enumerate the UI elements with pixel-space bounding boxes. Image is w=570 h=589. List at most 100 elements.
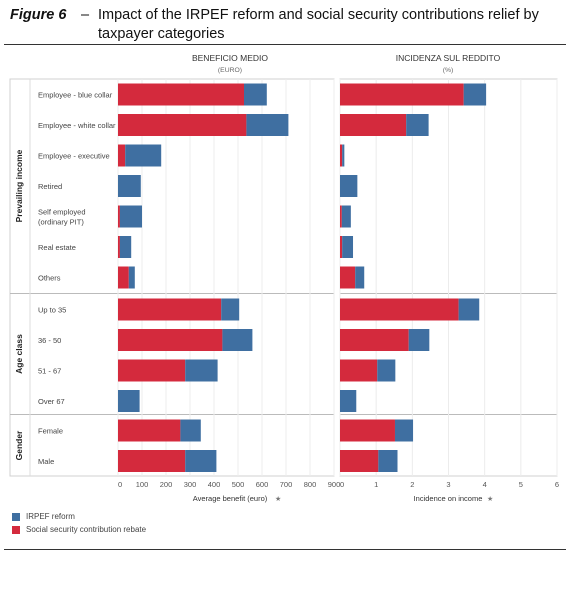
legend-swatch-irpef: [12, 512, 20, 521]
incidenza-sul-reddito-bar-irpef-male: [378, 450, 398, 472]
incidenza-sul-reddito-tick-label: 6: [555, 480, 559, 489]
legend: IRPEF reform Social security contributio…: [12, 510, 146, 536]
incidenza-sul-reddito-bar-social-female: [340, 419, 395, 442]
beneficio-medio-bar-irpef-employee-white-collar: [246, 114, 289, 136]
incidenza-sul-reddito-bar-social-real-estate: [340, 236, 343, 258]
figure-label: Figure 6: [10, 7, 67, 23]
beneficio-medio-bar-social-employee-white-collar: [118, 114, 247, 136]
incidenza-sul-reddito-bar-irpef-up-to-35: [458, 298, 480, 321]
incidenza-sul-reddito-bar-social-employee-executive: [340, 144, 343, 167]
incidenza-sul-reddito-bar-irpef-retired: [340, 175, 358, 197]
incidenza-sul-reddito-bar-social-employee-blue-collar: [340, 83, 464, 106]
beneficio-medio-bar-social-self-employed-ordinary-pit: [118, 205, 120, 228]
category-label-up-to-35: Up to 35: [38, 306, 66, 315]
category-label-employee-blue-collar: Employee - blue collar: [38, 91, 113, 100]
incidenza-sul-reddito-tick-label: 0: [340, 480, 344, 489]
incidenza-sul-reddito-bar-social-others: [340, 266, 356, 289]
incidenza-sul-reddito-bar-irpef-female: [394, 419, 414, 442]
category-label-sub-self-employed-ordinary-pit: (ordinary PIT): [38, 218, 84, 227]
category-label-female: Female: [38, 427, 63, 436]
incidenza-sul-reddito-pin-icon: ★: [487, 495, 493, 503]
beneficio-medio-bar-social-female: [118, 419, 181, 442]
beneficio-medio-bar-social-others: [118, 266, 129, 289]
beneficio-medio-bar-social-employee-executive: [118, 144, 126, 167]
beneficio-medio-bar-irpef-employee-executive: [125, 144, 162, 167]
beneficio-medio-tick-label: 700: [280, 480, 293, 489]
incidenza-sul-reddito-bar-irpef-real-estate: [342, 236, 354, 258]
beneficio-medio-tick-label: 300: [184, 480, 197, 489]
figure-title: Figure 6– Impact of the IRPEF reform and …: [10, 6, 562, 44]
beneficio-medio-bar-irpef-self-employed-ordinary-pit: [119, 205, 142, 228]
category-label-retired: Retired: [38, 182, 62, 191]
beneficio-medio-tick-label: 0: [118, 480, 122, 489]
category-label-male: Male: [38, 457, 54, 466]
beneficio-medio-bar-irpef-51-67: [185, 359, 218, 382]
incidenza-sul-reddito-bar-irpef-employee-executive: [342, 144, 345, 167]
incidenza-sul-reddito-bar-irpef-over-67: [340, 390, 357, 412]
category-label-employee-executive: Employee - executive: [38, 152, 110, 161]
incidenza-sul-reddito-bar-irpef-36-50: [408, 329, 430, 351]
beneficio-medio-tick-label: 100: [136, 480, 149, 489]
legend-label-irpef: IRPEF reform: [26, 512, 75, 521]
incidenza-sul-reddito-subtitle: (%): [443, 67, 454, 74]
beneficio-medio-bar-irpef-retired: [118, 175, 141, 197]
beneficio-medio-tick-label: 400: [208, 480, 221, 489]
incidenza-sul-reddito-bar-social-male: [340, 450, 379, 472]
incidenza-sul-reddito-bar-irpef-employee-blue-collar: [463, 83, 487, 106]
category-label-others: Others: [38, 274, 61, 283]
beneficio-medio-pin-icon: ★: [275, 495, 281, 503]
group-label-prevailing-income: Prevailing income: [14, 149, 24, 222]
category-label-51-67: 51 - 67: [38, 367, 61, 376]
beneficio-medio-tick-label: 500: [232, 480, 245, 489]
beneficio-medio-tick-label: 200: [160, 480, 173, 489]
group-label-age-class: Age class: [14, 334, 24, 374]
incidenza-sul-reddito-bar-irpef-self-employed-ordinary-pit: [341, 205, 351, 228]
incidenza-sul-reddito-axis-label: Incidence on income: [414, 494, 483, 503]
incidenza-sul-reddito-title: INCIDENZA SUL REDDITO: [396, 53, 501, 63]
chart-canvas: Prevailing income Age class Gender Employee…: [9, 53, 559, 503]
legend-label-social: Social security contribution rebate: [26, 525, 147, 534]
incidenza-sul-reddito-tick-label: 4: [483, 480, 487, 489]
beneficio-medio-bar-irpef-36-50: [222, 329, 253, 351]
beneficio-medio-title: BENEFICIO MEDIO: [192, 53, 268, 63]
bottom-rule: [4, 549, 566, 550]
beneficio-medio-bar-social-up-to-35: [118, 298, 222, 321]
incidenza-sul-reddito-bar-social-up-to-35: [340, 298, 459, 321]
beneficio-medio-subtitle: (EURO): [218, 67, 242, 74]
category-label-real-estate: Real estate: [38, 243, 76, 252]
beneficio-medio-bar-social-real-estate: [118, 236, 120, 258]
incidenza-sul-reddito-bar-social-36-50: [340, 329, 409, 351]
category-label-36-50: 36 - 50: [38, 336, 61, 345]
top-rule: [4, 44, 566, 45]
incidenza-sul-reddito-tick-label: 3: [446, 480, 450, 489]
incidenza-sul-reddito-bar-social-employee-white-collar: [340, 114, 407, 136]
incidenza-sul-reddito-tick-label: 5: [519, 480, 523, 489]
beneficio-medio-bar-irpef-real-estate: [119, 236, 132, 258]
beneficio-medio-bar-irpef-up-to-35: [221, 298, 240, 321]
category-label-self-employed-ordinary-pit: Self employed: [38, 208, 86, 217]
incidenza-sul-reddito-bar-social-51-67: [340, 359, 378, 382]
beneficio-medio-bar-social-employee-blue-collar: [118, 83, 244, 106]
incidenza-sul-reddito-tick-label: 1: [374, 480, 378, 489]
beneficio-medio-tick-label: 900: [328, 480, 341, 489]
beneficio-medio-tick-label: 600: [256, 480, 269, 489]
beneficio-medio-bar-irpef-employee-blue-collar: [244, 83, 267, 106]
legend-swatch-social: [12, 525, 20, 534]
figure-title-line2: taxpayer categories: [98, 26, 225, 42]
beneficio-medio-bar-irpef-over-67: [118, 390, 140, 412]
legend-item-irpef: IRPEF reform: [12, 510, 146, 523]
beneficio-medio-bar-social-male: [118, 450, 186, 472]
figure-title-line1: Impact of the IRPEF reform and social se…: [98, 7, 539, 23]
incidenza-sul-reddito-bar-irpef-employee-white-collar: [406, 114, 429, 136]
beneficio-medio-axis-label: Average benefit (euro): [193, 494, 268, 503]
incidenza-sul-reddito-bar-irpef-51-67: [377, 359, 396, 382]
group-label-gender: Gender: [14, 430, 24, 460]
category-label-over-67: Over 67: [38, 397, 65, 406]
incidenza-sul-reddito-bar-irpef-others: [355, 266, 365, 289]
legend-item-social: Social security contribution rebate: [12, 523, 146, 536]
beneficio-medio-bar-social-36-50: [118, 329, 223, 351]
category-label-employee-white-collar: Employee - white collar: [38, 121, 116, 130]
incidenza-sul-reddito-bar-social-self-employed-ordinary-pit: [340, 205, 342, 228]
beneficio-medio-bar-irpef-others: [128, 266, 135, 289]
beneficio-medio-bar-social-51-67: [118, 359, 186, 382]
